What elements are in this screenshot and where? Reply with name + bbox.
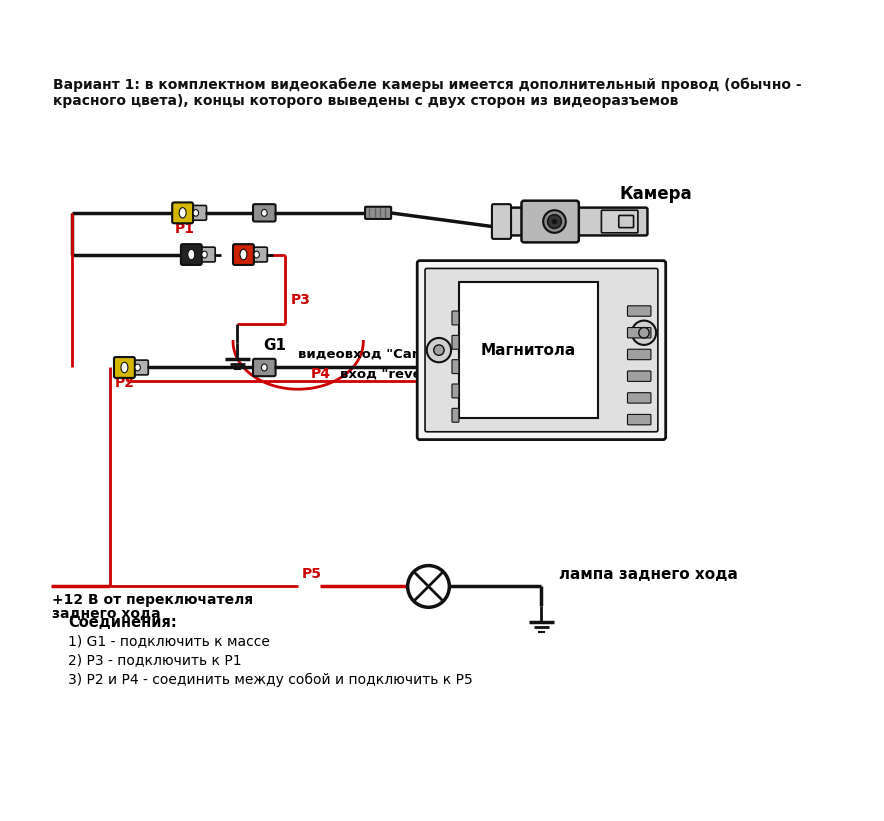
Text: лампа заднего хода: лампа заднего хода: [559, 566, 738, 582]
Text: +12 В от переключателя: +12 В от переключателя: [52, 594, 254, 608]
Text: Камера: Камера: [620, 185, 692, 203]
Text: G1: G1: [263, 338, 286, 353]
FancyBboxPatch shape: [601, 210, 638, 233]
Ellipse shape: [135, 365, 141, 371]
Ellipse shape: [240, 250, 247, 259]
Circle shape: [434, 345, 444, 355]
FancyBboxPatch shape: [505, 208, 647, 236]
FancyBboxPatch shape: [253, 359, 276, 376]
Ellipse shape: [193, 209, 199, 216]
Text: P5: P5: [301, 566, 322, 580]
FancyBboxPatch shape: [628, 415, 651, 424]
FancyBboxPatch shape: [628, 349, 651, 360]
Text: 3) P2 и P4 - соединить между собой и подключить к P5: 3) P2 и P4 - соединить между собой и под…: [68, 672, 473, 686]
Ellipse shape: [187, 250, 194, 259]
FancyBboxPatch shape: [452, 311, 459, 325]
FancyBboxPatch shape: [253, 204, 276, 222]
FancyBboxPatch shape: [249, 247, 267, 262]
Circle shape: [427, 338, 451, 362]
Ellipse shape: [254, 251, 259, 258]
FancyBboxPatch shape: [233, 244, 254, 265]
FancyBboxPatch shape: [365, 207, 391, 219]
Ellipse shape: [179, 208, 187, 218]
FancyBboxPatch shape: [130, 360, 149, 375]
FancyBboxPatch shape: [188, 205, 207, 220]
Text: Соединения:: Соединения:: [68, 615, 177, 630]
FancyBboxPatch shape: [114, 357, 135, 378]
Text: P3: P3: [291, 293, 311, 307]
Text: 1) G1 - подключить к массе: 1) G1 - подключить к массе: [68, 635, 270, 649]
Text: видеовход "Cam-In": видеовход "Cam-In": [298, 347, 453, 360]
Text: P4: P4: [311, 367, 332, 381]
Text: P2: P2: [114, 375, 134, 390]
FancyBboxPatch shape: [172, 203, 193, 223]
Circle shape: [408, 566, 449, 608]
Circle shape: [543, 210, 566, 233]
Circle shape: [547, 214, 561, 228]
FancyBboxPatch shape: [459, 282, 598, 418]
FancyBboxPatch shape: [452, 384, 459, 398]
Text: Вариант 1: в комплектном видеокабеле камеры имеется дополнительный провод (обычн: Вариант 1: в комплектном видеокабеле кам…: [53, 78, 802, 93]
Circle shape: [639, 328, 649, 338]
FancyBboxPatch shape: [619, 215, 634, 227]
Text: заднего хода: заднего хода: [52, 607, 161, 621]
FancyBboxPatch shape: [628, 392, 651, 403]
Text: P1: P1: [175, 222, 195, 236]
FancyBboxPatch shape: [425, 268, 658, 432]
FancyBboxPatch shape: [628, 371, 651, 382]
FancyBboxPatch shape: [628, 305, 651, 316]
Ellipse shape: [121, 362, 128, 373]
Ellipse shape: [202, 251, 207, 258]
Text: Магнитола: Магнитола: [481, 342, 576, 358]
FancyBboxPatch shape: [628, 328, 651, 338]
Circle shape: [632, 320, 656, 345]
Circle shape: [552, 219, 557, 224]
Ellipse shape: [262, 364, 267, 371]
FancyBboxPatch shape: [522, 200, 579, 242]
Ellipse shape: [262, 209, 267, 216]
Text: вход "reverse": вход "reverse": [339, 368, 452, 381]
FancyBboxPatch shape: [452, 360, 459, 374]
FancyBboxPatch shape: [452, 335, 459, 349]
FancyBboxPatch shape: [197, 247, 215, 262]
FancyBboxPatch shape: [417, 260, 666, 439]
Text: красного цвета), концы которого выведены с двух сторон из видеоразъемов: красного цвета), концы которого выведены…: [53, 94, 679, 108]
FancyBboxPatch shape: [492, 204, 511, 239]
Text: 2) P3 - подключить к P1: 2) P3 - подключить к P1: [68, 654, 241, 667]
FancyBboxPatch shape: [181, 244, 202, 265]
FancyBboxPatch shape: [452, 408, 459, 422]
